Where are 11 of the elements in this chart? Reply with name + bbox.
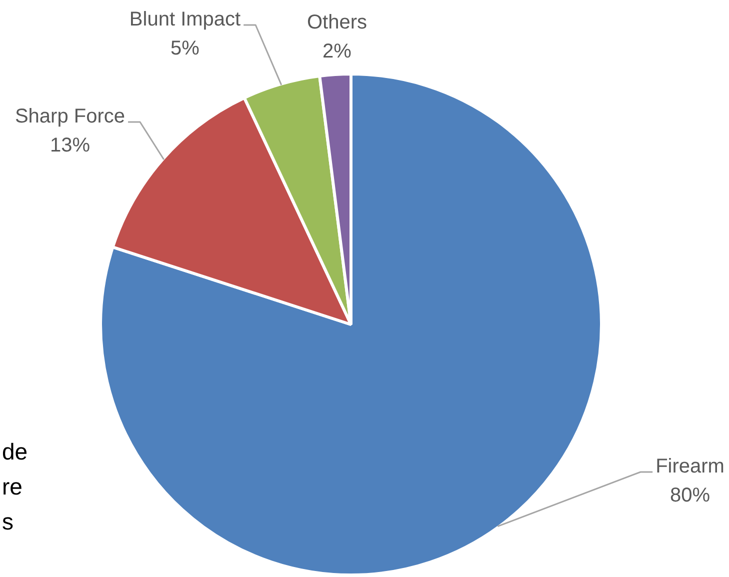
slice-label: Firearm <box>656 456 724 478</box>
data-label: 13% <box>50 134 90 157</box>
data-label: 5% <box>170 38 200 60</box>
text: re <box>2 473 22 500</box>
data-label: 2% <box>322 40 352 63</box>
data-label: 80% <box>670 484 710 507</box>
text: s <box>2 508 14 534</box>
text: de <box>2 438 28 464</box>
slice-label: Others <box>306 12 368 34</box>
slice-label: Blunt Impact <box>129 8 242 31</box>
slice-label: Sharp Force <box>14 106 126 128</box>
